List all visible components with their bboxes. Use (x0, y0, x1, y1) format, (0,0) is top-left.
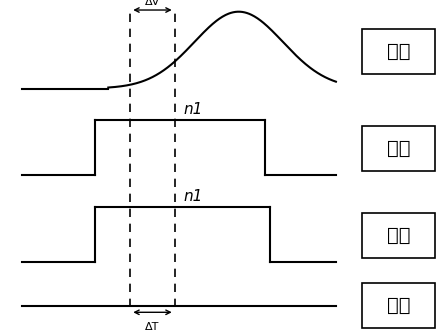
FancyBboxPatch shape (362, 126, 435, 171)
Text: 左发: 左发 (387, 139, 411, 158)
FancyBboxPatch shape (362, 283, 435, 328)
Text: 右发: 右发 (387, 226, 411, 245)
Text: 速度: 速度 (387, 42, 411, 61)
FancyBboxPatch shape (362, 29, 435, 74)
Text: 时间: 时间 (387, 296, 411, 315)
Text: n1: n1 (183, 102, 203, 117)
Text: n1: n1 (183, 189, 203, 204)
FancyBboxPatch shape (362, 213, 435, 258)
Text: ΔV: ΔV (145, 0, 160, 7)
Text: ΔT: ΔT (145, 322, 160, 332)
